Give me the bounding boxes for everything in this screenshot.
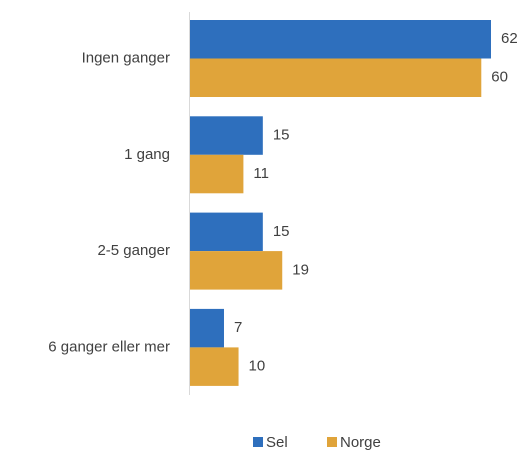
bar xyxy=(190,347,239,386)
value-label: 60 xyxy=(491,69,508,86)
value-label: 7 xyxy=(234,319,242,336)
bar xyxy=(190,308,224,348)
category-label: Ingen ganger xyxy=(82,49,170,66)
value-label: 19 xyxy=(292,261,309,278)
legend-label: Norge xyxy=(340,434,381,451)
bar xyxy=(190,212,263,252)
value-label: 10 xyxy=(249,358,266,375)
bar xyxy=(190,20,491,59)
value-label: 11 xyxy=(253,165,269,182)
legend-swatch xyxy=(327,437,337,447)
bar xyxy=(190,251,283,290)
value-label: 15 xyxy=(273,127,290,144)
category-label: 2-5 ganger xyxy=(97,242,170,259)
bar xyxy=(190,116,263,155)
category-label: 6 ganger eller mer xyxy=(48,338,170,355)
value-label: 15 xyxy=(273,223,290,240)
bar xyxy=(190,154,244,194)
bar xyxy=(190,58,482,97)
legend-label: Sel xyxy=(266,434,288,451)
value-label: 62 xyxy=(501,30,518,47)
category-label: 1 gang xyxy=(124,146,170,163)
legend-swatch xyxy=(253,437,263,447)
